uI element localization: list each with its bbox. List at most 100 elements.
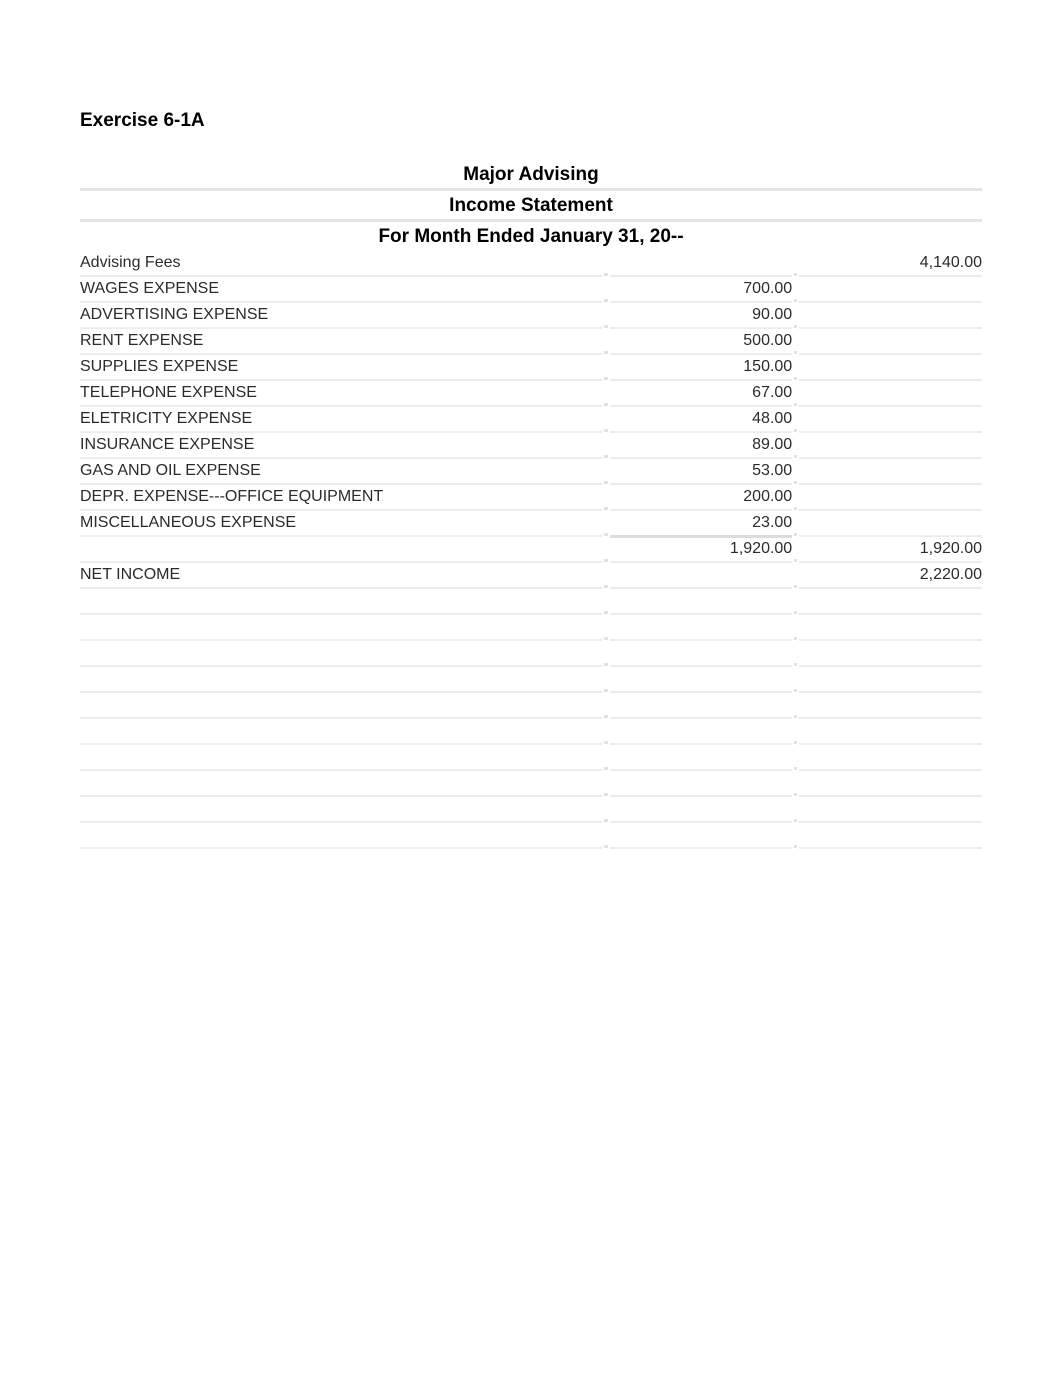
amount-col-2: [799, 406, 982, 432]
amount-col-1: [610, 822, 793, 848]
amount-col-1: [610, 666, 793, 692]
column-separator: [792, 614, 799, 640]
amount-col-1: [610, 770, 793, 796]
column-separator: [792, 328, 799, 354]
amount-col-1: 48.00: [610, 406, 793, 432]
amount-col-1: [610, 614, 793, 640]
line-label: MISCELLANEOUS EXPENSE: [80, 510, 602, 536]
column-separator: [602, 302, 609, 328]
column-separator: [792, 562, 799, 588]
amount-col-1: 700.00: [610, 276, 793, 302]
column-separator: [792, 770, 799, 796]
column-separator: [602, 796, 609, 822]
table-row: MISCELLANEOUS EXPENSE23.00: [80, 510, 982, 536]
amount-col-1: 500.00: [610, 328, 793, 354]
line-label: TELEPHONE EXPENSE: [80, 380, 602, 406]
table-row: INSURANCE EXPENSE89.00: [80, 432, 982, 458]
line-label: ELETRICITY EXPENSE: [80, 406, 602, 432]
table-row: NET INCOME 2,220.00: [80, 562, 982, 588]
amount-col-1: [610, 250, 793, 276]
amount-col-2: [799, 796, 982, 822]
amount-col-2: [799, 666, 982, 692]
amount-col-2: [799, 432, 982, 458]
column-separator: [602, 770, 609, 796]
column-separator: [792, 796, 799, 822]
column-separator: [792, 458, 799, 484]
line-label: [80, 614, 602, 640]
column-separator: [602, 718, 609, 744]
table-row: TELEPHONE EXPENSE 67.00: [80, 380, 982, 406]
column-separator: [792, 276, 799, 302]
column-separator: [602, 536, 609, 562]
amount-col-2: [799, 718, 982, 744]
amount-col-1: 1,920.00: [610, 536, 793, 562]
company-name: Major Advising: [80, 160, 982, 188]
line-label: [80, 640, 602, 666]
amount-col-1: 67.00: [610, 380, 793, 406]
amount-col-2: 1,920.00: [799, 536, 982, 562]
column-separator: [602, 354, 609, 380]
table-row: [80, 822, 982, 848]
line-label: RENT EXPENSE: [80, 328, 602, 354]
column-separator: [602, 614, 609, 640]
amount-col-2: [799, 822, 982, 848]
line-label: NET INCOME: [80, 562, 602, 588]
line-label: [80, 692, 602, 718]
table-row: [80, 744, 982, 770]
table-row: [80, 718, 982, 744]
table-row: [80, 666, 982, 692]
column-separator: [602, 432, 609, 458]
statement-period: For Month Ended January 31, 20--: [80, 222, 982, 250]
line-label: [80, 536, 602, 562]
column-separator: [602, 692, 609, 718]
line-label: [80, 822, 602, 848]
column-separator: [602, 562, 609, 588]
column-separator: [602, 406, 609, 432]
column-separator: [602, 588, 609, 614]
line-label: Advising Fees: [80, 250, 602, 276]
amount-col-1: [610, 640, 793, 666]
amount-col-2: [799, 770, 982, 796]
column-separator: [602, 380, 609, 406]
column-separator: [792, 536, 799, 562]
line-label: [80, 718, 602, 744]
table-row: 1,920.001,920.00: [80, 536, 982, 562]
statement-title: Income Statement: [80, 191, 982, 219]
column-separator: [602, 250, 609, 276]
column-separator: [792, 640, 799, 666]
amount-col-2: [799, 510, 982, 536]
amount-col-2: [799, 458, 982, 484]
amount-col-1: [610, 796, 793, 822]
amount-col-2: [799, 744, 982, 770]
column-separator: [792, 302, 799, 328]
line-label: DEPR. EXPENSE---OFFICE EQUIPMENT: [80, 484, 602, 510]
line-label: [80, 796, 602, 822]
column-separator: [792, 588, 799, 614]
amount-col-1: 90.00: [610, 302, 793, 328]
column-separator: [602, 328, 609, 354]
amount-col-1: 150.00: [610, 354, 793, 380]
statement-table: Advising Fees 4,140.00WAGES EXPENSE700.00…: [80, 250, 982, 849]
amount-col-2: [799, 328, 982, 354]
amount-col-2: 4,140.00: [799, 250, 982, 276]
amount-col-1: 89.00: [610, 432, 793, 458]
amount-col-2: [799, 640, 982, 666]
column-separator: [602, 640, 609, 666]
amount-col-1: [610, 562, 793, 588]
column-separator: [792, 354, 799, 380]
page: Exercise 6-1A Major Advising Income Stat…: [0, 0, 1062, 889]
column-separator: [792, 250, 799, 276]
amount-col-1: [610, 718, 793, 744]
table-row: [80, 770, 982, 796]
line-label: ADVERTISING EXPENSE: [80, 302, 602, 328]
column-separator: [602, 510, 609, 536]
table-row: WAGES EXPENSE700.00: [80, 276, 982, 302]
line-label: SUPPLIES EXPENSE: [80, 354, 602, 380]
column-separator: [792, 406, 799, 432]
table-row: GAS AND OIL EXPENSE53.00: [80, 458, 982, 484]
amount-col-2: 2,220.00: [799, 562, 982, 588]
table-row: [80, 692, 982, 718]
line-label: [80, 744, 602, 770]
column-separator: [602, 666, 609, 692]
column-separator: [792, 484, 799, 510]
